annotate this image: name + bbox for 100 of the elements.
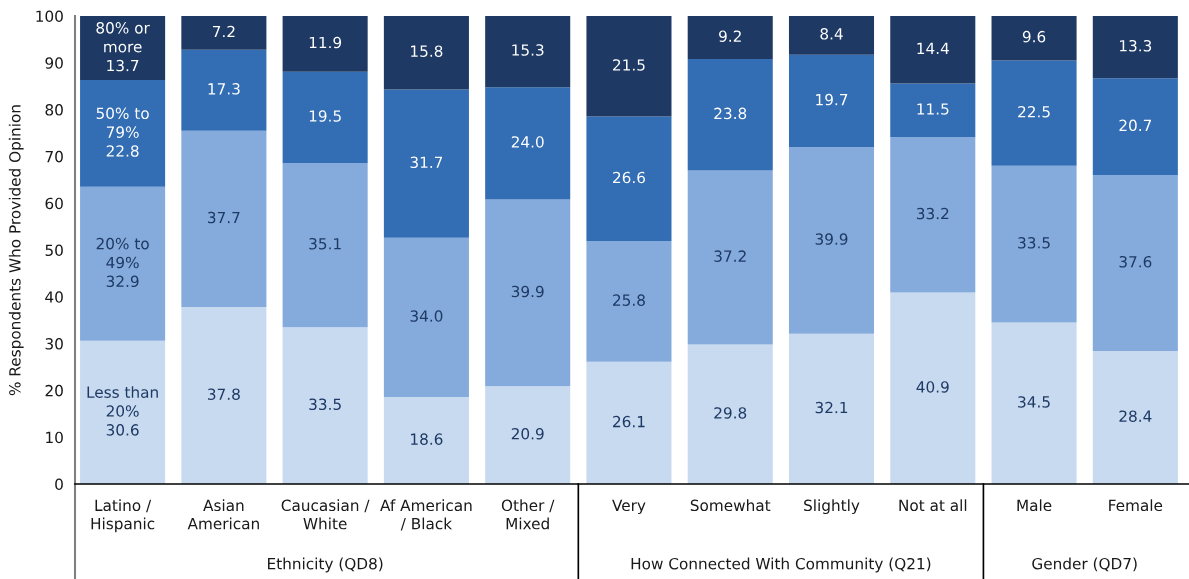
data-label: 29.8 [714,407,747,419]
series-label: 50% to 79% [96,107,149,138]
series-label: 80% or more [96,22,150,53]
data-label: 22.8 [106,145,139,157]
y-tick-label: 50 [45,244,63,257]
data-label: 14.4 [917,42,949,54]
x-tick-label: Af American / Black [380,499,472,531]
data-label: 33.5 [1018,237,1050,249]
data-label: 9.2 [719,30,741,42]
bar [485,87,571,200]
data-label: 15.8 [411,45,443,57]
x-tick-label: Very [612,499,646,515]
data-label: 23.8 [714,107,747,120]
bar [80,340,166,484]
data-label: 33.5 [309,398,341,411]
data-label: 37.6 [1119,255,1152,268]
y-tick-label: 60 [45,197,63,210]
bar [80,80,166,187]
series-label: 20% to 49% [96,237,149,269]
data-label: 8.4 [820,28,843,40]
data-label: 26.6 [613,171,646,184]
bar [1092,78,1178,176]
data-label: 39.9 [815,233,848,245]
bar [586,241,672,362]
data-label: 18.6 [411,433,443,445]
data-label: 34.0 [410,310,443,322]
data-label: 19.7 [816,93,848,106]
data-label: 20.9 [511,427,544,440]
x-tick-label: Slightly [804,499,860,515]
bar [991,165,1077,323]
bar [788,333,875,484]
data-label: 25.8 [613,294,645,306]
data-label: 30.6 [106,424,139,436]
bar [687,16,773,60]
bar [687,170,773,345]
bar [788,54,875,148]
x-tick-label: Caucasian / White [281,499,370,530]
data-label: 35.1 [309,237,341,250]
y-tick-label: 80 [45,104,63,116]
bar [687,344,773,484]
y-tick-label: 90 [45,57,63,69]
y-tick-label: 30 [45,338,63,350]
bar [383,89,469,238]
data-label: 33.2 [916,207,949,220]
bar [383,237,469,397]
bar [1092,16,1178,79]
bar [181,307,267,484]
data-label: 32.1 [815,401,848,414]
bar [181,130,267,308]
data-label: 26.1 [613,415,645,428]
text: How Connected With Community (Q21) [631,557,931,573]
bar [383,16,469,90]
data-label: 17.3 [208,83,240,95]
y-tick-label: 70 [45,150,63,163]
y-tick-label: 10 [46,431,63,444]
data-label: 37.7 [208,211,240,224]
data-label: 37.8 [208,388,240,400]
data-label: 19.5 [309,110,341,122]
bar [788,16,875,55]
bar [586,16,672,117]
data-label: 34.5 [1018,396,1050,408]
bar [991,322,1077,484]
x-tick-label: Somewhat [690,499,771,512]
bar [80,16,166,81]
x-tick-label: Latino / Hispanic [91,499,155,533]
data-label: 37.2 [714,250,746,262]
data-label: 11.5 [917,103,949,115]
data-label: 40.9 [916,381,949,393]
bar [890,292,976,484]
y-tick-label: 0 [55,478,63,491]
text: Ethnicity (QD8) [268,557,383,573]
bar [485,386,571,484]
bar [80,186,166,341]
bar [282,327,368,484]
data-label: 32.9 [106,275,139,288]
y-tick-label: 20 [45,384,63,397]
bar [890,16,976,84]
data-label: 15.3 [512,44,544,56]
data-label: 39.9 [511,285,544,298]
y-tick-label: 40 [45,291,63,303]
bar [181,16,267,50]
bar [485,16,571,88]
data-label: 24.0 [511,136,544,148]
data-label: 9.6 [1022,30,1046,43]
bar [485,199,571,387]
x-tick-label: Not at all [899,499,967,512]
series-label: Less than 20% [87,386,158,417]
y-axis-title: % Respondents Who Provided Opinion [8,105,24,396]
text: Gender (QD7) [1032,557,1137,572]
data-label: 11.9 [309,36,342,49]
bar [586,361,672,484]
data-label: 31.7 [410,156,443,169]
x-tick-label: Other / Mixed [501,499,555,530]
bar [383,396,469,484]
bar [890,83,976,138]
bar [282,16,368,72]
data-label: 21.5 [613,59,645,71]
bar [181,49,267,131]
x-tick-label: Asian American [187,499,259,530]
bar [282,162,368,328]
